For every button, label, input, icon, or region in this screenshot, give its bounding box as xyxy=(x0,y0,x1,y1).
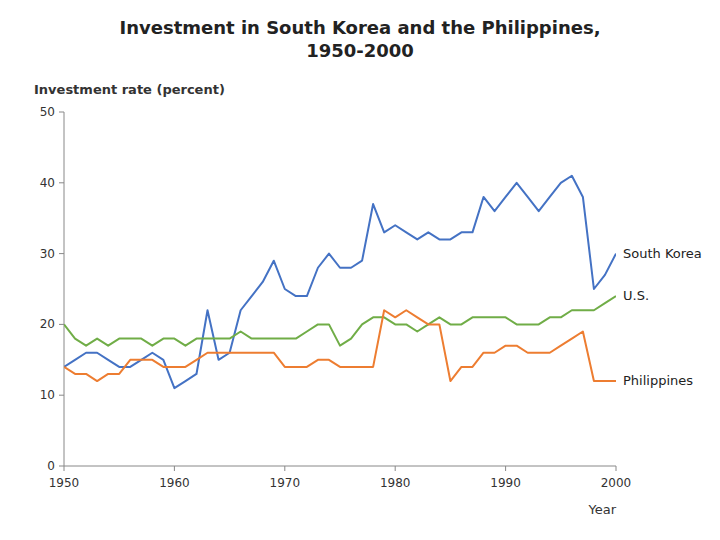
series-label: U.S. xyxy=(623,288,649,303)
y-tick xyxy=(59,324,64,325)
y-tick-label: 30 xyxy=(40,247,55,261)
x-tick xyxy=(174,466,175,471)
x-tick xyxy=(505,466,506,471)
y-tick-label: 20 xyxy=(40,317,55,331)
title: Investment in South Korea and the Philip… xyxy=(119,17,600,61)
series-label: South Korea xyxy=(623,246,702,261)
y-tick xyxy=(59,112,64,113)
x-tick xyxy=(395,466,396,471)
x-tick-label: 2000 xyxy=(601,476,632,490)
chart: Investment in South Korea and the Philip… xyxy=(0,0,720,540)
series-label: Philippines xyxy=(623,373,693,388)
plot-area xyxy=(64,176,616,388)
y-tick-label: 0 xyxy=(47,459,55,473)
y-axis-line xyxy=(64,112,65,466)
x-tick-label: 1950 xyxy=(49,476,80,490)
series-line xyxy=(64,176,616,388)
x-tick-label: 1970 xyxy=(270,476,301,490)
y-tick xyxy=(59,253,64,254)
x-tick xyxy=(64,466,65,471)
y-tick-label: 40 xyxy=(40,176,55,190)
x-tick-label: 1990 xyxy=(490,476,521,490)
y-tick-label: 10 xyxy=(40,388,55,402)
x-tick-label: 1980 xyxy=(380,476,411,490)
x-tick-label: 1960 xyxy=(159,476,190,490)
y-tick-label: 50 xyxy=(40,105,55,119)
y-tick xyxy=(59,466,64,467)
x-tick xyxy=(616,466,617,471)
x-axis-label: Year xyxy=(587,502,616,517)
series-line xyxy=(64,296,616,346)
series-line xyxy=(64,310,616,381)
x-tick xyxy=(284,466,285,471)
y-tick xyxy=(59,182,64,183)
x-axis-line xyxy=(64,466,616,467)
y-axis-label: Investment rate (percent) xyxy=(34,82,225,97)
y-tick xyxy=(59,395,64,396)
